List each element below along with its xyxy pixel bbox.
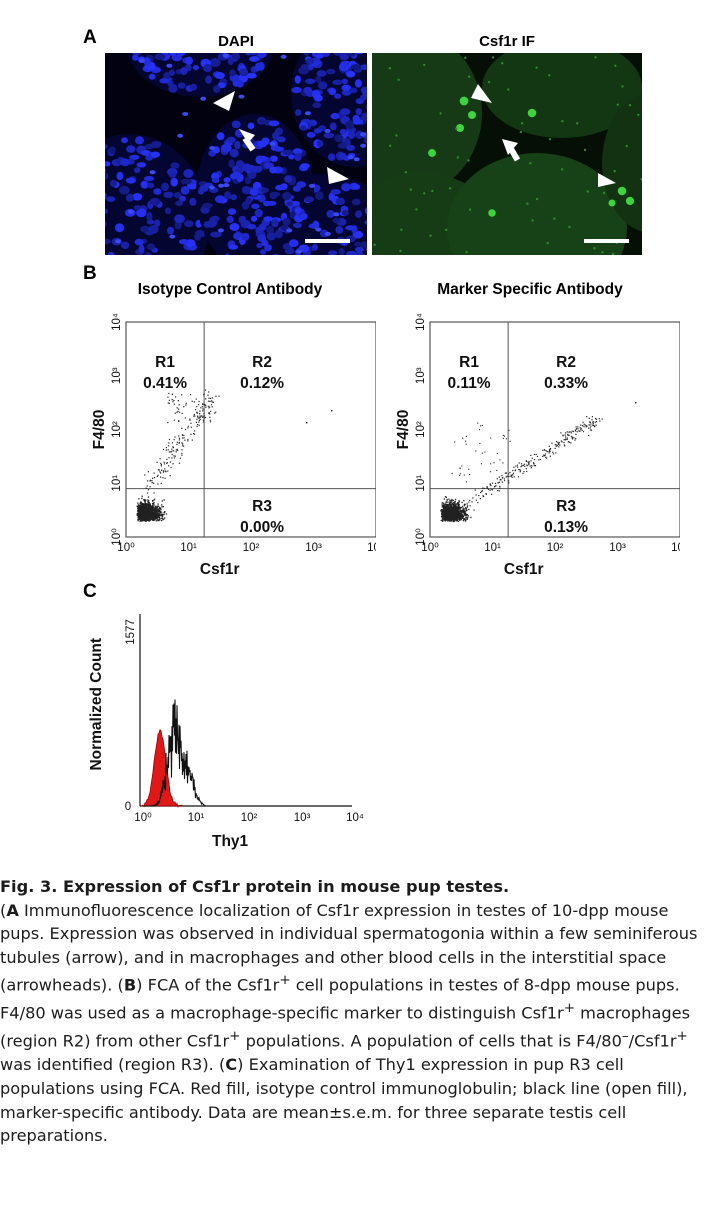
x-axis-label: Csf1r bbox=[504, 561, 544, 578]
caption-b-text: cell populations in testes of 8-dpp mous… bbox=[0, 975, 680, 1023]
flow-plot-2-title: Marker Specific Antibody bbox=[437, 281, 623, 298]
caption-c-letter: C bbox=[225, 1055, 238, 1075]
arrowhead-icon bbox=[213, 91, 235, 111]
y-axis-label: Normalized Count bbox=[88, 638, 105, 771]
histogram-plot: 1577 0 10⁰ 10¹ 10² 10³ 10⁴ Thy1 Normalized Count bbox=[80, 600, 380, 865]
flow-plot-2: R1 0.11% R2 0.33% R3 0.13% 10⁰ 10⁰ 10¹ 10¹ 10² 10² 1… bbox=[390, 310, 689, 595]
x-tick-label: 10⁴ bbox=[671, 542, 680, 554]
csf1r-if-title: Csf1r IF bbox=[479, 33, 535, 50]
caption-b-text: populations. A population of cells that … bbox=[240, 1031, 622, 1051]
marker-outline bbox=[144, 699, 207, 807]
flow-plot-1: R1 0.41% R2 0.12% R3 0.00% 10⁰ 10⁰ 10¹ 10¹ 10² 10² 1… bbox=[86, 310, 385, 595]
region-label: 0.11% bbox=[448, 375, 491, 392]
x-axis-label: Thy1 bbox=[212, 833, 249, 850]
caption-sup: + bbox=[279, 972, 291, 989]
x-tick-label: 10² bbox=[547, 542, 564, 554]
figure-caption: Fig. 3. Expression of Csf1r protein in m… bbox=[0, 875, 712, 1148]
region-label: 0.13% bbox=[544, 519, 588, 536]
x-tick-label: 10² bbox=[243, 542, 260, 554]
panel-b-letter: B bbox=[83, 263, 97, 284]
region-label: 0.41% bbox=[143, 375, 187, 392]
y-tick-label: 10⁰ bbox=[111, 528, 123, 546]
caption-a-text: Immunofluorescence localization of Csf1r… bbox=[0, 900, 698, 995]
caption-b-text: /Csf1r bbox=[628, 1031, 677, 1051]
x-tick-label: 10⁰ bbox=[117, 542, 135, 554]
isotype-fill bbox=[141, 728, 183, 808]
csf1r-micrograph bbox=[372, 53, 642, 255]
y-tick-label: 10⁰ bbox=[415, 528, 427, 546]
caption-sup: + bbox=[676, 1028, 688, 1045]
caption-body: (A Immunofluorescence localization of Cs… bbox=[0, 900, 698, 1146]
caption-b-letter: B bbox=[123, 975, 137, 995]
dapi-title: DAPI bbox=[218, 33, 254, 50]
caption-c-text: Examination of Thy1 expression in pup R3… bbox=[0, 1055, 688, 1146]
y-tick-label: 10³ bbox=[111, 367, 123, 384]
panel-a-letter: A bbox=[83, 27, 97, 48]
x-tick-label: 10² bbox=[241, 812, 258, 824]
region-label: 0.12% bbox=[240, 375, 284, 392]
x-tick-label: 10³ bbox=[305, 542, 322, 554]
caption-b-text: FCA of the Csf1r bbox=[142, 975, 280, 995]
arrowhead-icon bbox=[327, 167, 349, 184]
arrow-icon bbox=[239, 129, 256, 152]
x-tick-label: 10¹ bbox=[188, 812, 205, 824]
region-label: R2 bbox=[556, 354, 576, 371]
arrowhead-icon bbox=[598, 173, 616, 187]
y-min-label: 0 bbox=[125, 801, 131, 813]
x-tick-label: 10¹ bbox=[180, 542, 197, 554]
y-axis-label: F4/80 bbox=[91, 410, 108, 450]
region-label: 0.00% bbox=[240, 519, 284, 536]
flow-plot-1-title: Isotype Control Antibody bbox=[137, 281, 323, 298]
arrowhead-icon bbox=[471, 84, 492, 103]
region-label: R1 bbox=[155, 354, 175, 371]
y-tick-label: 10⁴ bbox=[415, 313, 427, 331]
x-tick-label: 10⁴ bbox=[346, 812, 364, 824]
x-axis-label: Csf1r bbox=[200, 561, 240, 578]
x-tick-label: 10⁴ bbox=[367, 542, 376, 554]
panel-c-letter: C bbox=[83, 581, 97, 602]
caption-sup: + bbox=[229, 1028, 241, 1045]
y-tick-label: 10³ bbox=[415, 367, 427, 384]
scale-bar bbox=[305, 239, 350, 243]
y-tick-label: 10¹ bbox=[415, 475, 427, 492]
region-label: 0.33% bbox=[544, 375, 588, 392]
x-tick-label: 10¹ bbox=[484, 542, 501, 554]
x-tick-label: 10³ bbox=[609, 542, 626, 554]
caption-sup: – bbox=[621, 1028, 629, 1045]
y-max-label: 1577 bbox=[125, 619, 137, 645]
y-axis-label: F4/80 bbox=[395, 410, 412, 450]
scale-bar bbox=[584, 239, 629, 243]
caption-sup: + bbox=[563, 1000, 575, 1017]
caption-a-letter: A bbox=[6, 900, 19, 920]
region-label: R3 bbox=[252, 498, 272, 515]
y-tick-label: 10² bbox=[111, 421, 123, 438]
caption-title: Fig. 3. Expression of Csf1r protein in m… bbox=[0, 877, 510, 896]
caption-b-text: was identified (region R3). ( bbox=[0, 1055, 226, 1075]
x-tick-label: 10³ bbox=[294, 812, 311, 824]
region-label: R2 bbox=[252, 354, 272, 371]
x-tick-label: 10⁰ bbox=[134, 812, 152, 824]
dapi-micrograph bbox=[105, 53, 367, 255]
y-tick-label: 10¹ bbox=[111, 475, 123, 492]
y-tick-label: 10⁴ bbox=[111, 313, 123, 331]
caption-b-text: macrophages (region R2) from other Csf1r bbox=[0, 1003, 691, 1051]
arrow-icon bbox=[502, 139, 521, 162]
region-label: R1 bbox=[459, 354, 479, 371]
region-label: R3 bbox=[556, 498, 576, 515]
y-tick-label: 10² bbox=[415, 421, 427, 438]
x-tick-label: 10⁰ bbox=[421, 542, 439, 554]
